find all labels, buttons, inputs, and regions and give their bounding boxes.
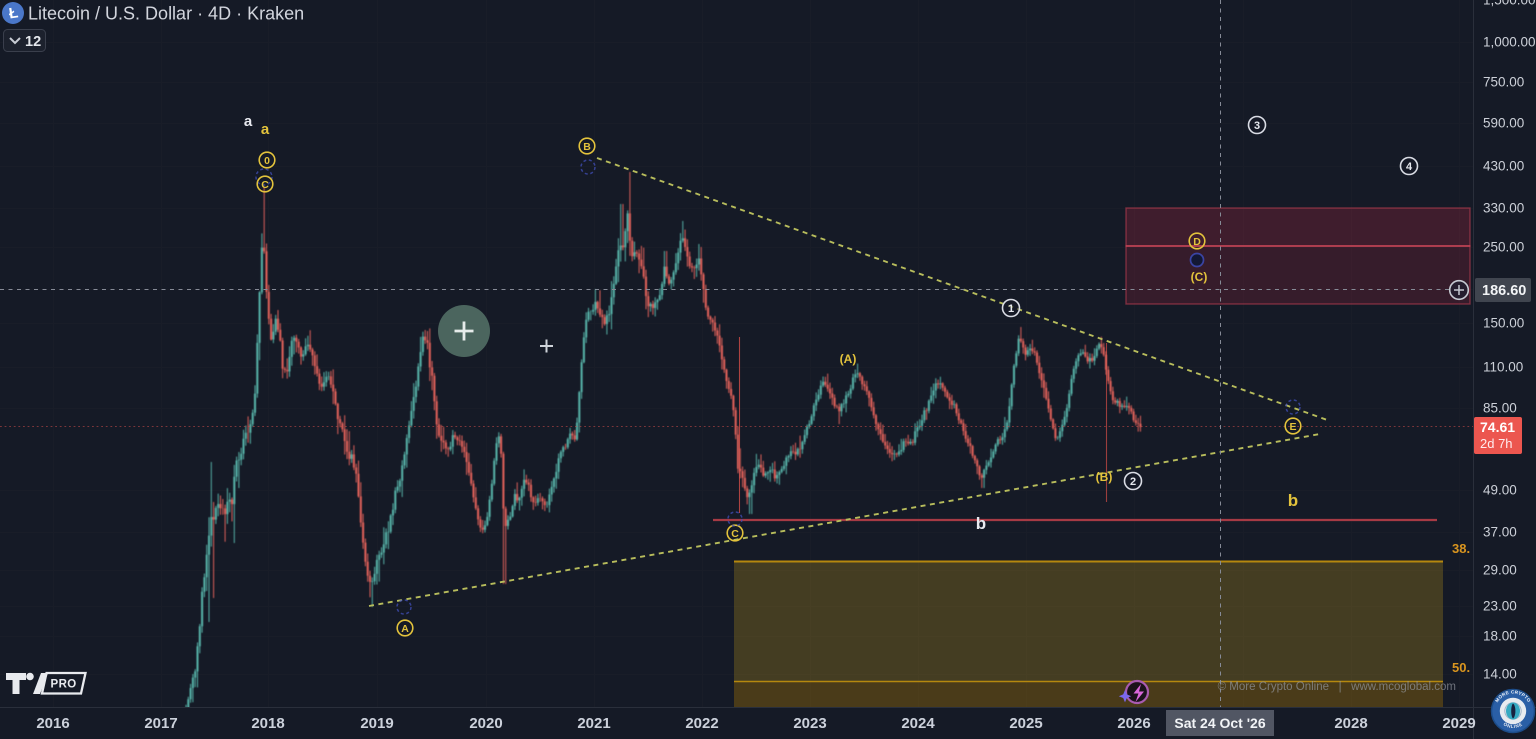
svg-text:29.00: 29.00 [1483,563,1517,578]
svg-text:38.: 38. [1452,541,1470,556]
svg-text:2025: 2025 [1009,715,1042,732]
svg-text:C: C [261,179,269,191]
svg-text:b: b [1288,491,1298,510]
svg-text:590.00: 590.00 [1483,116,1524,131]
svg-text:430.00: 430.00 [1483,159,1524,174]
svg-text:2028: 2028 [1334,715,1367,732]
svg-text:© More Crypto Online | www: © More Crypto Online | www.mcoglobal.com [1218,681,1456,693]
svg-text:750.00: 750.00 [1483,75,1524,90]
svg-text:PRO: PRO [51,679,77,691]
svg-text:85.00: 85.00 [1483,401,1517,416]
svg-text:23.00: 23.00 [1483,599,1517,614]
svg-text:A: A [401,623,409,635]
svg-text:C: C [731,528,739,540]
svg-text:37.00: 37.00 [1483,525,1517,540]
svg-text:18.00: 18.00 [1483,629,1517,644]
svg-text:(A): (A) [840,352,857,366]
svg-text:2026: 2026 [1117,715,1150,732]
svg-text:4: 4 [1406,161,1413,173]
svg-text:250.00: 250.00 [1483,240,1524,255]
svg-text:(B): (B) [1096,470,1113,484]
svg-text:2016: 2016 [36,715,69,732]
svg-text:49.00: 49.00 [1483,483,1517,498]
svg-text:E: E [1289,421,1296,433]
svg-text:3: 3 [1254,120,1260,132]
svg-text:2018: 2018 [251,715,284,732]
svg-text:2021: 2021 [577,715,610,732]
svg-text:(C): (C) [1191,270,1208,284]
svg-text:1,500.00: 1,500.00 [1483,0,1536,8]
svg-text:B: B [583,141,591,153]
svg-text:50.: 50. [1452,660,1470,675]
svg-text:Sat 24 Oct '26: Sat 24 Oct '26 [1174,715,1265,731]
svg-text:0: 0 [264,155,270,167]
svg-text:14.00: 14.00 [1483,667,1517,682]
svg-text:D: D [1193,236,1201,248]
svg-text:1,000.00: 1,000.00 [1483,35,1536,50]
svg-text:2020: 2020 [469,715,502,732]
svg-text:2d 7h: 2d 7h [1480,436,1513,451]
svg-text:ONLINE: ONLINE [1503,721,1524,729]
svg-text:74.61: 74.61 [1480,419,1515,435]
svg-text:12: 12 [25,34,41,50]
svg-text:2029: 2029 [1442,715,1475,732]
svg-text:2017: 2017 [144,715,177,732]
svg-text:a: a [244,113,253,130]
svg-text:Ł: Ł [8,4,19,22]
svg-text:2019: 2019 [360,715,393,732]
svg-text:1: 1 [1008,303,1014,315]
svg-text:2: 2 [1130,476,1136,488]
svg-text:2023: 2023 [793,715,826,732]
svg-text:b: b [976,514,986,533]
svg-text:2022: 2022 [685,715,718,732]
svg-text:110.00: 110.00 [1483,360,1523,375]
svg-text:2024: 2024 [901,715,935,732]
svg-text:186.60: 186.60 [1482,283,1526,299]
svg-text:330.00: 330.00 [1483,201,1524,216]
svg-text:150.00: 150.00 [1483,316,1524,331]
svg-text:Litecoin / U.S. Dollar · 4D ·: Litecoin / U.S. Dollar · 4D · Kraken [28,4,304,24]
svg-text:a: a [261,121,270,138]
